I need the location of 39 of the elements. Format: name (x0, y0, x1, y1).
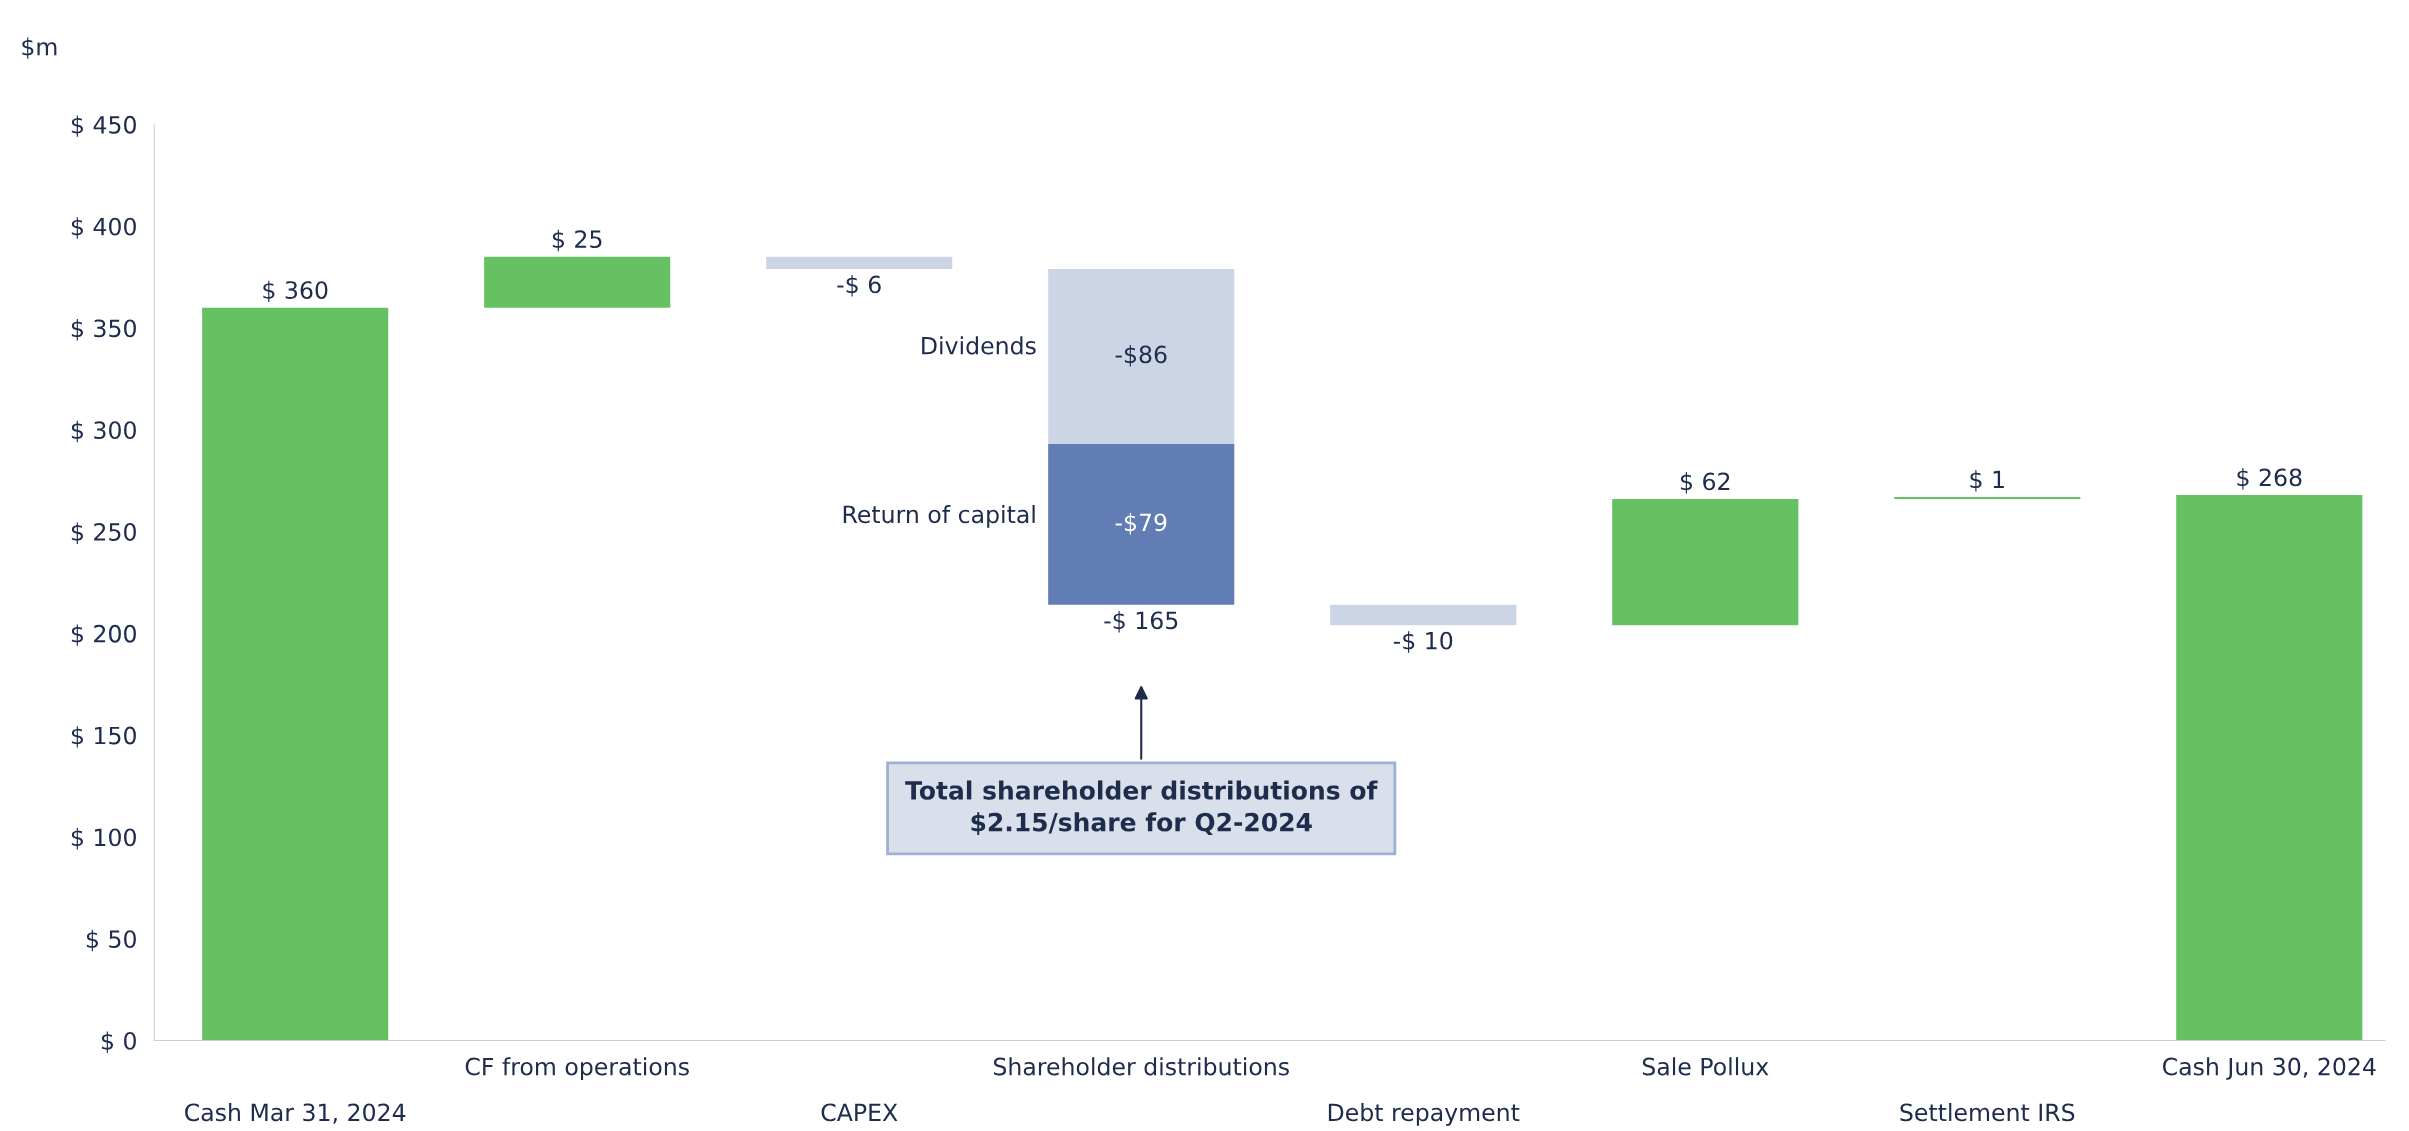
y-tick-label: $ 300 (71, 420, 136, 443)
x-tick-label: Shareholder distributions (993, 1057, 1289, 1076)
data-label: $ 62 (1680, 472, 1730, 494)
x-tick-label: Settlement IRS (1900, 1103, 2075, 1122)
y-tick-label: $ 350 (71, 319, 136, 341)
x-tick-label: CAPEX (821, 1103, 898, 1122)
x-tick-label: Sale Pollux (1642, 1057, 1769, 1076)
x-tick-label: CF from operations (465, 1057, 689, 1081)
bar (1048, 268, 1235, 445)
y-tick-label: $ 200 (71, 624, 136, 646)
bar (1894, 496, 2081, 499)
data-label: $ 25 (552, 229, 602, 252)
series-label: Dividends (922, 336, 1036, 355)
bar (2176, 494, 2363, 1041)
y-tick-label: $ 150 (71, 726, 136, 748)
data-label: $ 360 (263, 280, 328, 303)
y-tick-label: $ 400 (71, 217, 136, 239)
x-tick-label: Cash Jun 30, 2024 (2162, 1057, 2376, 1080)
data-label: -$79 (1115, 513, 1167, 535)
data-label: -$86 (1115, 345, 1167, 367)
y-tick-label: $ 100 (71, 827, 136, 850)
series-label: Return of capital (843, 504, 1035, 528)
annotation: Total shareholder distributions of $2.15/share for Q2-2024 (905, 780, 1378, 835)
bar (1612, 499, 1799, 626)
data-label: -$ 10 (1393, 631, 1453, 653)
y-tick-label: $ 250 (71, 522, 136, 545)
bar (202, 307, 389, 1041)
data-label: $ 1 (1970, 470, 2004, 492)
bar (1048, 444, 1235, 605)
y-tick-label: $ 50 (86, 929, 136, 952)
x-tick-label: Debt repayment (1328, 1103, 1520, 1126)
y-axis-title: $m (22, 37, 57, 59)
data-label: -$ 6 (837, 275, 881, 297)
x-tick-label: Cash Mar 31, 2024 (185, 1103, 406, 1124)
total-label: -$ 165 (1104, 610, 1178, 633)
data-label: $ 268 (2237, 468, 2302, 490)
y-tick-label: $ 0 (101, 1031, 136, 1053)
bar (484, 256, 671, 308)
y-tick-label: $ 450 (71, 115, 136, 137)
